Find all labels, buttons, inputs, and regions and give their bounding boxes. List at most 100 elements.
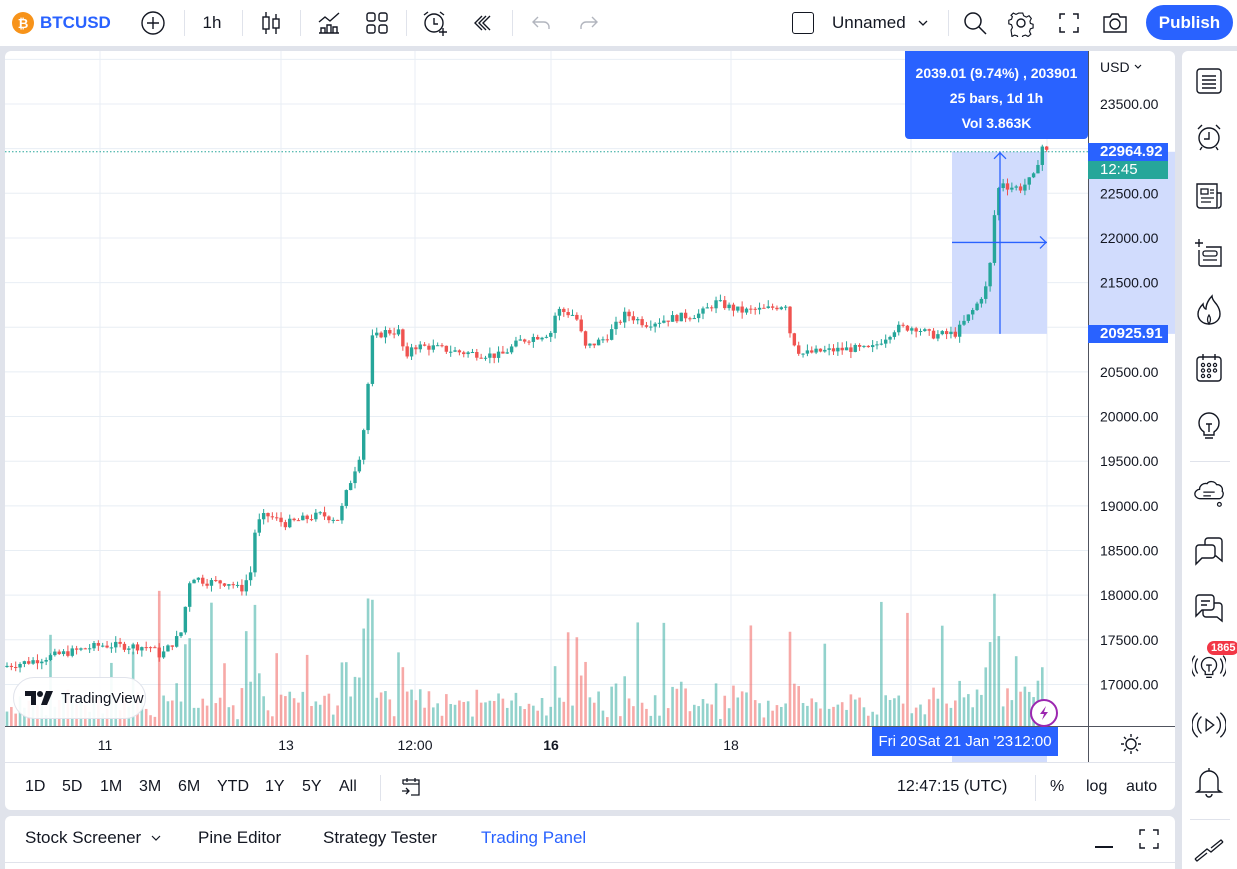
hotlist-icon (1197, 294, 1221, 326)
alerts-icon (1197, 124, 1221, 151)
range-1m[interactable]: 1M (100, 778, 123, 795)
alert-icon (423, 11, 447, 36)
range-6m[interactable]: 6M (178, 778, 201, 795)
measure-time-range: Fri 20 Sat 21 Jan '23 12:00 (872, 727, 1058, 756)
minds-button[interactable] (1192, 477, 1226, 511)
range-ytd[interactable]: YTD (217, 778, 249, 795)
currency-dropdown[interactable]: USD (1100, 59, 1142, 75)
lightning-button[interactable] (1030, 699, 1058, 727)
interval-label: 1h (202, 13, 222, 32)
bitcoin-logo-icon: ₿ (12, 12, 34, 34)
goto-date-button[interactable] (400, 763, 422, 810)
messages-button[interactable] (1192, 591, 1226, 625)
chats-icon (1195, 537, 1223, 566)
redo-button[interactable] (574, 0, 604, 46)
snapshot-button[interactable] (1100, 0, 1130, 46)
sun-icon (1121, 734, 1141, 754)
settings-icon (1008, 12, 1034, 37)
undo-icon (532, 16, 550, 29)
last-price-tag: 22964.92 (1088, 143, 1168, 161)
svg-text:18: 18 (723, 737, 739, 753)
minimize-panel-button[interactable] (1095, 846, 1113, 848)
measure-change: 2039.01 (9.74%) , 203901 (915, 65, 1078, 81)
measure-start-date: Fri 20 (878, 733, 917, 750)
replay-button[interactable] (468, 0, 498, 46)
range-1y[interactable]: 1Y (265, 778, 285, 795)
layout-name-dropdown[interactable]: Unnamed (832, 0, 942, 46)
chart-panel: 17000.00 17500.00 18000.00 18500.00 19000.00… (5, 51, 1175, 810)
ideas-button[interactable] (1192, 409, 1226, 443)
currency-label: USD (1100, 59, 1130, 75)
search-icon (964, 12, 987, 35)
svg-text:18500.00: 18500.00 (1100, 543, 1159, 559)
chats-button[interactable] (1192, 534, 1226, 568)
svg-text:20000.00: 20000.00 (1100, 409, 1159, 425)
undo-button[interactable] (526, 0, 556, 46)
collapse-toolbar-button[interactable] (1192, 831, 1226, 865)
interval-button[interactable]: 1h (196, 0, 228, 46)
add-list-button[interactable] (1192, 236, 1226, 270)
measure-bars: 25 bars, 1d 1h (949, 90, 1044, 106)
maximize-panel-button[interactable] (1138, 828, 1160, 855)
layout-checkbox[interactable] (788, 0, 818, 46)
svg-text:19500.00: 19500.00 (1100, 453, 1159, 469)
tradingview-watermark[interactable]: TradingView (13, 677, 146, 719)
tab-stock-screener[interactable]: Stock Screener (25, 816, 161, 860)
watermark-label: TradingView (61, 689, 144, 707)
chart-theme-button[interactable] (1120, 733, 1142, 760)
alerts-button[interactable] (1192, 120, 1226, 154)
replay-icon (474, 15, 491, 31)
range-1d[interactable]: 1D (25, 778, 46, 795)
search-button[interactable] (960, 0, 990, 46)
news-icon (1196, 183, 1222, 209)
calendar-button[interactable] (1192, 351, 1226, 385)
publish-button[interactable]: Publish (1146, 5, 1233, 40)
svg-text:11: 11 (98, 737, 113, 753)
percent-toggle[interactable]: % (1050, 778, 1065, 795)
layouts-icon (366, 12, 388, 34)
range-5y[interactable]: 5Y (302, 778, 322, 795)
hotlist-button[interactable] (1192, 293, 1226, 327)
fullscreen-button[interactable] (1054, 0, 1084, 46)
candles-style-icon (262, 12, 280, 34)
range-all[interactable]: All (339, 778, 357, 795)
alert-button[interactable] (420, 0, 450, 46)
tab-strategy-tester[interactable]: Strategy Tester (323, 828, 438, 847)
tab-label: Stock Screener (25, 828, 142, 847)
range-3m[interactable]: 3M (139, 778, 162, 795)
bar-countdown-tag: 12:45 (1088, 161, 1168, 179)
calendar-icon (1196, 354, 1222, 382)
live-icon (1192, 712, 1226, 738)
notifications-icon (1194, 768, 1224, 798)
maximize-icon (1139, 829, 1159, 849)
log-toggle[interactable]: log (1086, 778, 1108, 795)
svg-text:23500.00: 23500.00 (1100, 96, 1159, 112)
symbol-label: BTCUSD (40, 13, 111, 32)
tab-pine-editor[interactable]: Pine Editor (198, 828, 282, 847)
measure-mid-date: Sat 21 Jan '23 (917, 733, 1014, 750)
auto-toggle[interactable]: auto (1126, 778, 1158, 795)
range-5d[interactable]: 5D (62, 778, 83, 795)
live-button[interactable] (1192, 708, 1226, 742)
snapshot-icon (1103, 13, 1127, 33)
streams-icon (1192, 655, 1226, 678)
news-button[interactable] (1192, 179, 1226, 213)
measure-tooltip: 2039.01 (9.74%) , 203901 25 bars, 1d 1h … (905, 51, 1088, 139)
price-chart[interactable]: 17000.00 17500.00 18000.00 18500.00 19000.00… (5, 51, 1175, 762)
tab-trading-panel[interactable]: Trading Panel (481, 828, 587, 847)
streams-button[interactable]: 1865 (1192, 641, 1237, 683)
tradingview-logo-icon (25, 691, 53, 705)
indicators-button[interactable] (314, 0, 344, 46)
chevron-down-icon (1134, 64, 1141, 69)
notifications-button[interactable] (1192, 765, 1226, 799)
symbol-search-button[interactable]: ₿ BTCUSD (12, 0, 111, 46)
layouts-button[interactable] (362, 0, 392, 46)
chart-style-button[interactable] (256, 0, 286, 46)
settings-button[interactable] (1006, 0, 1036, 46)
collapse-icon (1194, 839, 1224, 862)
watchlist-button[interactable] (1192, 64, 1226, 98)
utc-clock[interactable]: 12:47:15 (UTC) (897, 778, 1008, 795)
streams-badge: 1865 (1207, 641, 1237, 655)
right-toolbar: 1865 (1182, 51, 1237, 869)
add-symbol-button[interactable] (138, 0, 168, 46)
